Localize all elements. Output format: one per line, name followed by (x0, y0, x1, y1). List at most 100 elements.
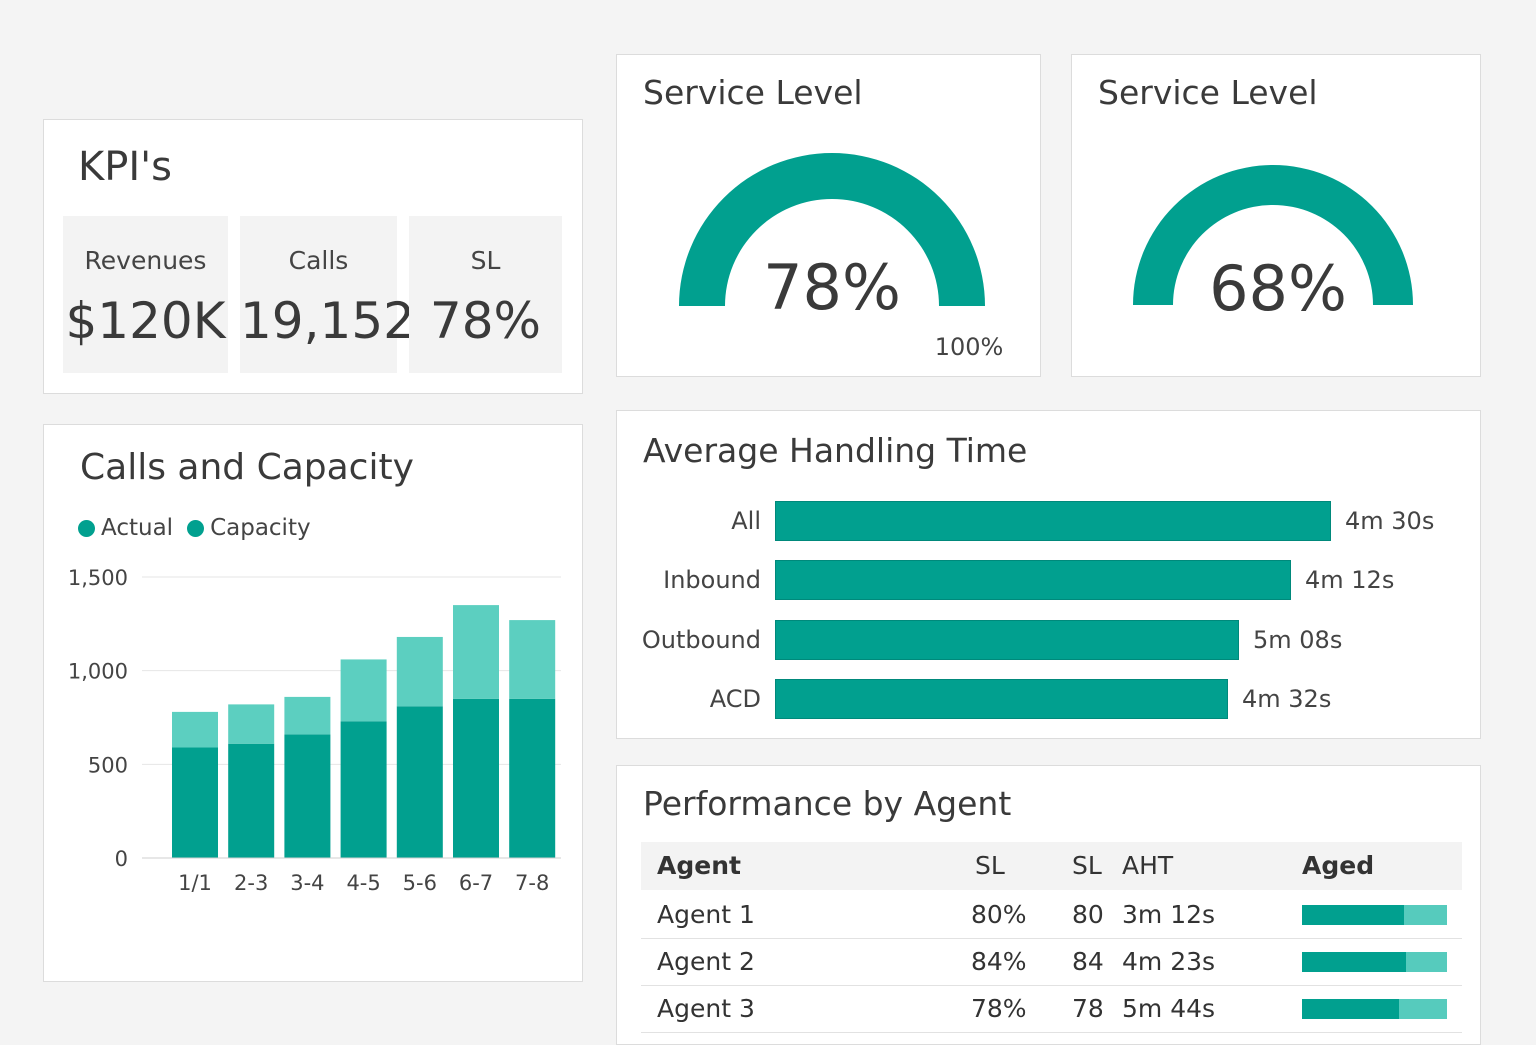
gauge-value: 68% (1209, 252, 1347, 325)
aht-cell: 3m 12s (1122, 900, 1216, 929)
legend-label: Capacity (210, 515, 311, 541)
bar-actual-5-6[interactable] (396, 706, 443, 858)
column-header-sl-percent[interactable]: SL (975, 851, 1005, 880)
column-header-agent[interactable]: Agent (657, 851, 741, 880)
agent-performance-card: Performance by Agent Agent SL SL AHT Age… (616, 765, 1481, 1045)
kpi-tile-value: 19,152 (240, 292, 415, 350)
service-level-gauge-card: Service Level 68% (1071, 54, 1481, 377)
aht-title: Average Handling Time (643, 431, 1028, 470)
aht-row-value: 4m 12s (1305, 566, 1395, 594)
bar-actual-4-5[interactable] (340, 721, 387, 858)
column-header-sl[interactable]: SL (1072, 851, 1102, 880)
aht-row-value: 5m 08s (1253, 626, 1343, 654)
sl-cell: 78 (1072, 994, 1104, 1023)
aged-bar (1302, 905, 1447, 925)
aht-row[interactable]: All 4m 30s (617, 501, 1482, 541)
kpi-tile-label: Calls (288, 246, 349, 275)
agents-title: Performance by Agent (643, 784, 1012, 823)
bar-capacity-4-5[interactable] (340, 659, 387, 722)
y-tick-label: 1,000 (68, 660, 128, 684)
agent-name-cell: Agent 3 (657, 994, 755, 1023)
aht-row[interactable]: ACD 4m 32s (617, 679, 1482, 719)
x-tick-label: 4-5 (346, 871, 380, 895)
table-row[interactable]: Agent 2 84% 84 4m 23s (641, 938, 1462, 986)
table-row[interactable]: Agent 1 80% 80 3m 12s (641, 891, 1462, 939)
aged-bar (1302, 952, 1447, 972)
aged-bar-fill (1302, 905, 1404, 925)
calls-capacity-card: 1,500 1,000 500 0 1/1 2-3 3-4 4-5 5-6 6-7 7-8 Call… (43, 424, 583, 982)
gauge-value: 78% (763, 251, 901, 324)
gauge-max-label: 100% (935, 333, 1004, 361)
aht-card: Average Handling Time All 4m 30s Inbound 4m… (616, 410, 1481, 739)
table-header: Agent SL SL AHT Aged (641, 842, 1462, 890)
bar-capacity-3-4[interactable] (284, 696, 331, 735)
aged-bar (1302, 999, 1447, 1019)
aht-bar (775, 620, 1239, 660)
bar-capacity-6-7[interactable] (453, 605, 499, 699)
aht-row-label: ACD (709, 685, 761, 713)
legend-dot (78, 519, 95, 537)
gauge-arc (1133, 165, 1413, 305)
sl-cell: 84 (1072, 947, 1104, 976)
kpi-tile-value: 78% (429, 292, 542, 350)
aht-bar (775, 501, 1331, 541)
bar-actual-6-7[interactable] (453, 698, 499, 858)
sl-cell: 80 (1072, 900, 1104, 929)
bar-capacity-7-8[interactable] (509, 620, 556, 699)
aht-row-value: 4m 32s (1242, 685, 1332, 713)
aht-bar (775, 679, 1228, 719)
y-tick-label: 0 (115, 847, 128, 871)
y-tick-label: 500 (88, 753, 128, 777)
service-level-gauge: 68% (1133, 165, 1413, 325)
gauge-title: Service Level (643, 73, 863, 112)
bar-actual-1/1[interactable] (172, 747, 218, 858)
aged-bar-fill (1302, 999, 1400, 1019)
aged-bar-fill (1302, 952, 1407, 972)
kpi-tile-sl[interactable]: SL 78% (409, 216, 562, 373)
aht-row-value: 4m 30s (1345, 507, 1435, 535)
bar-capacity-2-3[interactable] (228, 704, 275, 744)
sl-percent-cell: 80% (971, 900, 1027, 929)
bar-capacity-5-6[interactable] (396, 636, 443, 707)
x-tick-label: 7-8 (515, 871, 549, 895)
bar-actual-3-4[interactable] (284, 734, 331, 858)
gauge-arc (679, 153, 985, 306)
gauge-title: Service Level (1098, 73, 1318, 112)
x-tick-label: 5-6 (403, 871, 437, 895)
kpi-tile-label: SL (470, 246, 501, 275)
legend-item-capacity[interactable]: Capacity (187, 515, 311, 541)
x-tick-label: 2-3 (234, 871, 268, 895)
aht-row-label: Inbound (663, 566, 761, 594)
sl-percent-cell: 84% (971, 947, 1027, 976)
aht-row-label: Outbound (641, 626, 761, 654)
kpi-tile-calls[interactable]: Calls 19,152 (240, 216, 415, 373)
bar-actual-7-8[interactable] (509, 698, 556, 858)
kpi-tile-value: $120K (65, 292, 226, 350)
aht-bar (775, 560, 1291, 600)
column-header-aged[interactable]: Aged (1302, 851, 1375, 880)
legend-label: Actual (101, 515, 174, 541)
kpi-title: KPI's (78, 144, 172, 190)
kpi-tile-revenues[interactable]: Revenues $120K (63, 216, 228, 373)
x-tick-label: 3-4 (290, 871, 324, 895)
aht-cell: 4m 23s (1122, 947, 1216, 976)
agent-name-cell: Agent 1 (657, 900, 755, 929)
service-level-gauge-card: Service Level 78% 100% (616, 54, 1041, 377)
legend-dot (187, 519, 205, 537)
bar-actual-2-3[interactable] (228, 743, 275, 858)
x-tick-label: 1/1 (178, 871, 212, 895)
chart-legend: Actual Capacity (78, 515, 311, 541)
kpi-tile-label: Revenues (84, 246, 207, 275)
agent-name-cell: Agent 2 (657, 947, 755, 976)
column-header-aht[interactable]: AHT (1122, 851, 1174, 880)
calls-capacity-chart: 1,500 1,000 500 0 1/1 2-3 3-4 4-5 5-6 6-7 7-8 (68, 566, 561, 895)
table-row[interactable]: Agent 3 78% 78 5m 44s (641, 985, 1462, 1033)
aht-cell: 5m 44s (1122, 994, 1216, 1023)
sl-percent-cell: 78% (971, 994, 1027, 1023)
kpi-card: KPI's Revenues $120K Calls 19,152 SL 78% (43, 119, 583, 394)
aht-row[interactable]: Outbound 5m 08s (617, 620, 1482, 660)
aht-row-label: All (731, 507, 761, 535)
bar-capacity-1/1[interactable] (172, 711, 218, 748)
legend-item-actual[interactable]: Actual (78, 515, 173, 541)
aht-row[interactable]: Inbound 4m 12s (617, 560, 1482, 600)
